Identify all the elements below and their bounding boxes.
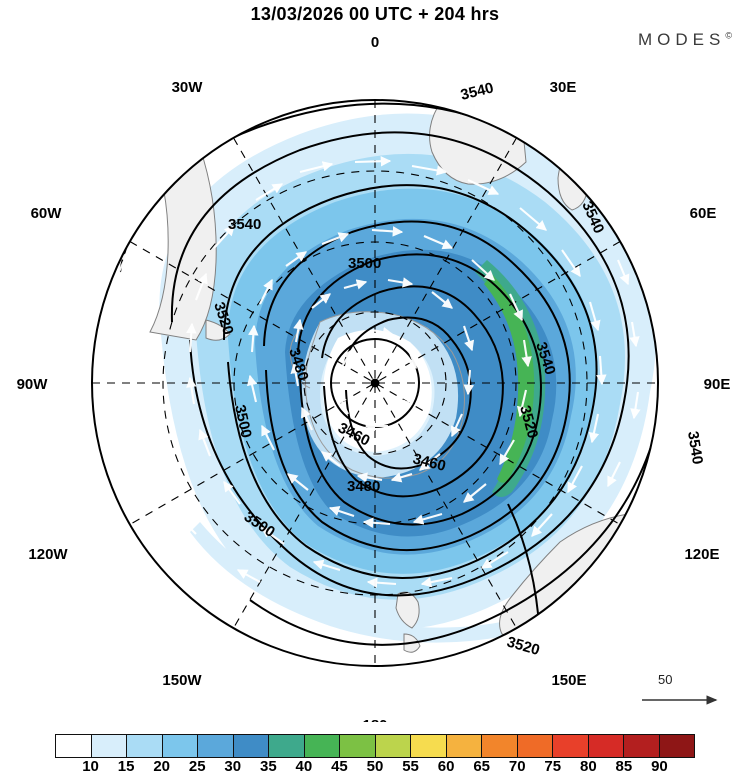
colorbar-tick-90: 90 <box>651 758 668 775</box>
lon-label-0: 0 <box>371 34 379 51</box>
contour-3500-inner <box>297 253 542 526</box>
colorbar-cell-12[interactable] <box>482 735 518 757</box>
lon-label-150e: 150E <box>551 672 586 689</box>
colorbar-tick-80: 80 <box>579 758 597 775</box>
colorbar-cell-0[interactable] <box>56 735 92 757</box>
polar-map-svg[interactable]: 3540 3540 3540 3540 3540 3520 3520 3520 … <box>0 22 750 734</box>
lon-label-90w: 90W <box>17 376 49 393</box>
colorbar-tick-60: 60 <box>437 758 455 775</box>
reference-vector: 50 <box>640 672 735 712</box>
colorbar-tick-10: 10 <box>82 758 99 775</box>
colorbar-cell-2[interactable] <box>127 735 163 757</box>
contour-3460 <box>343 316 472 470</box>
colorbar-cell-13[interactable] <box>517 735 553 757</box>
contour-label-3540-left: 3540 <box>228 216 261 233</box>
colorbar-ticks: 10 15 20 25 30 35 40 45 50 55 60 65 70 75 80 85 90 <box>55 758 695 780</box>
contour-3540-inner <box>170 131 630 597</box>
contour-3480 <box>321 285 504 498</box>
colorbar-cell-11[interactable] <box>446 735 482 757</box>
longitude-line-60w-120e <box>129 241 621 525</box>
lon-label-150w: 150W <box>162 672 202 689</box>
colorbar-tick-50: 50 <box>366 758 384 775</box>
coastline-south-america <box>92 141 217 341</box>
lon-label-60e: 60E <box>690 205 717 222</box>
lon-label-120w: 120W <box>28 546 68 563</box>
lon-label-60w: 60W <box>31 205 63 222</box>
longitude-line-30e-150w <box>233 137 517 629</box>
longitude-line-60e-120w <box>129 241 621 525</box>
wind-vectors <box>98 156 641 588</box>
colorbar-tick-15: 15 <box>117 758 135 775</box>
longitude-line-30w-150e <box>233 137 517 629</box>
colorbar-tick-20: 20 <box>153 758 170 775</box>
colorbar-tick-40: 40 <box>295 758 313 775</box>
colorbar-tick-35: 35 <box>259 758 277 775</box>
coastline-new-zealand <box>395 591 420 629</box>
colorbar-tick-70: 70 <box>508 758 526 775</box>
map-content <box>92 100 658 666</box>
colorbar-cell-1[interactable] <box>91 735 127 757</box>
registered-mark: © <box>725 30 732 41</box>
colorbar-tick-55: 55 <box>402 758 419 775</box>
colorbar-cell-8[interactable] <box>340 735 376 757</box>
lon-label-30w: 30W <box>172 79 204 96</box>
colorbar-cell-4[interactable] <box>198 735 234 757</box>
colorbar-cell-14[interactable] <box>553 735 589 757</box>
colorbar[interactable] <box>55 734 695 758</box>
lon-label-180: 180 <box>362 717 387 722</box>
colorbar-tick-45: 45 <box>331 758 348 775</box>
contour-label-3500-w: 3500 <box>231 403 255 439</box>
modes-logo-text: MODES <box>638 30 726 49</box>
colorbar-cell-10[interactable] <box>411 735 447 757</box>
contour-3500-outer <box>263 220 571 552</box>
page-title: 13/03/2026 00 UTC + 204 hrs <box>250 4 500 24</box>
polar-map[interactable]: 3540 3540 3540 3540 3540 3520 3520 3520 … <box>0 22 750 734</box>
coastlines <box>92 100 658 653</box>
modes-logo: MODES© <box>638 30 732 50</box>
lon-label-90e: 90E <box>704 376 731 393</box>
pole-marker <box>370 378 380 388</box>
colorbar-cell-9[interactable] <box>375 735 411 757</box>
contour-label-3540-far-e: 3540 <box>684 430 706 466</box>
contour-label-3540-top: 3540 <box>459 79 495 104</box>
lon-label-30e: 30E <box>550 79 577 96</box>
contour-label-3540-au: 3520 <box>505 634 542 660</box>
contour-label-3500-s: 3480 <box>347 478 380 495</box>
colorbar-cell-3[interactable] <box>162 735 198 757</box>
colorbar-cell-5[interactable] <box>233 735 269 757</box>
colorbar-cell-6[interactable] <box>269 735 305 757</box>
shading-band-jet-40 <box>475 260 546 497</box>
reference-vector-arrow <box>642 695 718 705</box>
shading-stream-south <box>190 522 524 643</box>
windspeed-shading <box>159 113 658 643</box>
lon-label-120e: 120E <box>684 546 719 563</box>
colorbar-tick-30: 30 <box>224 758 242 775</box>
contour-label-3500-top: 3500 <box>348 255 381 272</box>
colorbar-tick-25: 25 <box>188 758 206 775</box>
colorbar-tick-85: 85 <box>615 758 633 775</box>
colorbar-tick-75: 75 <box>544 758 562 775</box>
colorbar-cell-16[interactable] <box>624 735 660 757</box>
colorbar-cell-7[interactable] <box>304 735 340 757</box>
reference-vector-label: 50 <box>658 672 673 687</box>
colorbar-cell-17[interactable] <box>659 735 694 757</box>
colorbar-cell-15[interactable] <box>588 735 624 757</box>
contour-3520 <box>223 184 598 579</box>
coastline-antarctica <box>304 311 465 479</box>
colorbar-tick-65: 65 <box>473 758 490 775</box>
shading-band-jet-45 <box>484 274 535 483</box>
map-outer-circle <box>91 99 659 667</box>
